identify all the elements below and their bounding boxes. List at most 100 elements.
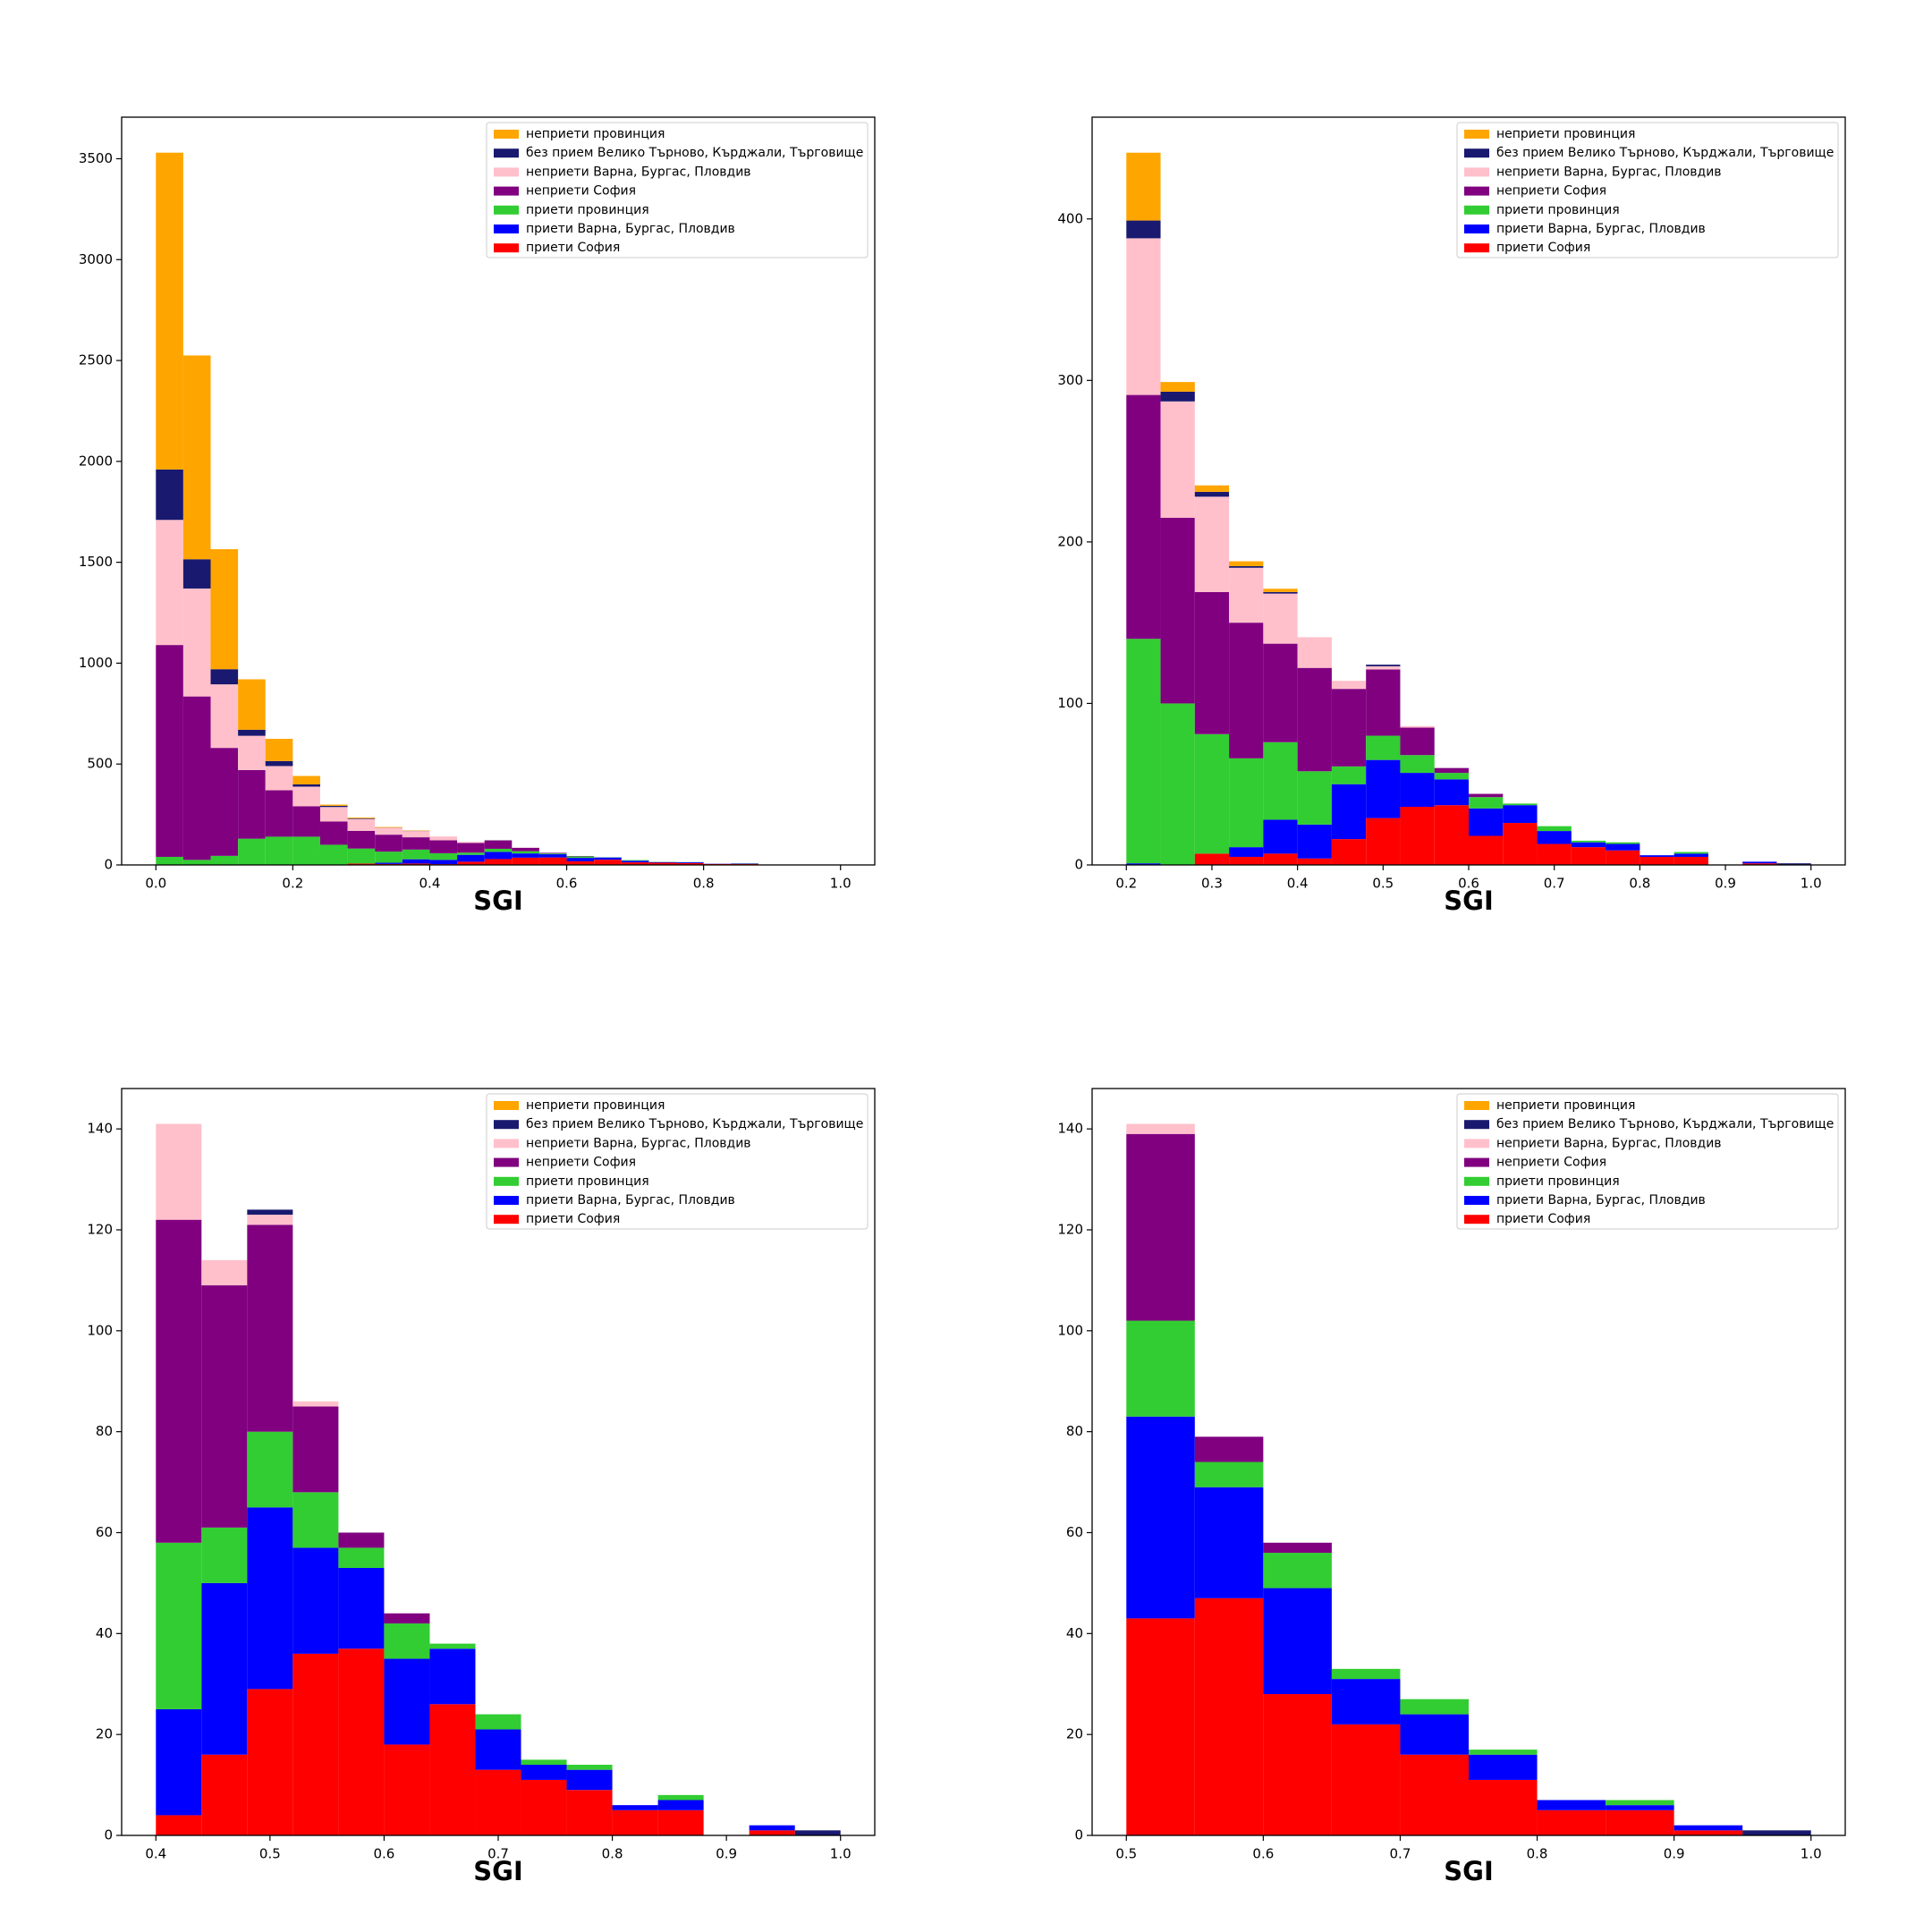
bar-segment <box>475 1714 521 1730</box>
x-tick-label: 0.4 <box>1287 876 1309 892</box>
bar-segment <box>156 1542 202 1709</box>
bar-segment <box>292 1653 339 1835</box>
x-tick-label: 1.0 <box>1801 876 1822 892</box>
bar-segment <box>1126 1416 1195 1619</box>
legend-label: неприети провинция <box>1496 1098 1635 1113</box>
bar-segment <box>1229 758 1264 848</box>
bar-segment <box>247 1507 293 1690</box>
x-tick-label: 0.6 <box>373 1846 394 1862</box>
bar-segment <box>1571 847 1606 865</box>
bar-segment <box>265 766 293 791</box>
legend-box <box>486 1093 869 1230</box>
bar-segment <box>1400 755 1435 774</box>
legend-swatch <box>494 1120 519 1130</box>
bar-segment <box>238 729 266 736</box>
legend-label: неприети провинция <box>526 127 665 141</box>
legend-swatch <box>1464 243 1489 253</box>
bar-segment <box>347 818 376 819</box>
bar-segment <box>1537 826 1572 832</box>
bar-segment <box>1434 779 1469 806</box>
x-tick-label: 0.2 <box>1115 876 1137 892</box>
bar-segment <box>429 1704 476 1835</box>
y-tick-label: 80 <box>1066 1423 1083 1439</box>
legend-swatch <box>494 130 519 139</box>
bar-segment <box>648 862 677 865</box>
bar-segment <box>156 856 183 865</box>
x-tick-label: 0.9 <box>1715 876 1736 892</box>
bar-segment <box>347 863 376 865</box>
bar-segment <box>182 696 211 860</box>
bar-segment <box>384 1744 430 1835</box>
legend-label: неприети Варна, Бургас, Пловдив <box>1496 165 1722 179</box>
legend-label: без прием Велико Търново, Кърджали, Търг… <box>526 146 863 160</box>
bar-segment <box>1537 1809 1606 1835</box>
bar-segment <box>156 1708 202 1816</box>
bar-segment <box>1194 1462 1264 1487</box>
bar-segment <box>1469 1779 1538 1835</box>
legend-label: без прием Велико Търново, Кърджали, Търг… <box>1496 1117 1834 1131</box>
bar-segment <box>1400 1699 1469 1715</box>
bar-segment <box>621 860 649 863</box>
bar-segment <box>338 1532 385 1548</box>
bar-segment <box>1229 847 1264 857</box>
legend-swatch <box>494 1101 519 1110</box>
legend-label: неприети Варна, Бургас, Пловдив <box>526 1136 751 1150</box>
bar-segment <box>1366 735 1401 760</box>
bar-segment <box>319 821 348 845</box>
x-tick-label: 0.8 <box>693 876 715 892</box>
y-tick-label: 3500 <box>79 150 113 166</box>
bar-segment <box>292 1547 339 1654</box>
bar-segment <box>1229 856 1264 865</box>
bar-segment <box>1126 639 1161 864</box>
bar-segment <box>1400 773 1435 807</box>
bar-segment <box>1674 1825 1743 1831</box>
legend-swatch <box>494 243 519 253</box>
bar-segment <box>292 784 320 787</box>
bar-segment <box>538 857 567 865</box>
bar-segment <box>1126 394 1161 640</box>
bar-segment <box>1331 689 1367 767</box>
bar-segment <box>247 1689 293 1835</box>
legend-swatch <box>494 148 519 158</box>
bar-segment <box>402 837 430 850</box>
y-tick-label: 2000 <box>79 453 113 469</box>
bar-segment <box>210 548 239 670</box>
legend-box <box>486 122 869 258</box>
bar-segment <box>621 860 649 861</box>
bar-segment <box>156 152 183 470</box>
bar-segment <box>1366 759 1401 818</box>
bar-segment <box>566 858 595 861</box>
bar-segment <box>475 1729 521 1770</box>
bar-segment <box>1640 856 1674 865</box>
x-tick-label: 0.7 <box>487 1846 509 1862</box>
x-tick-label: 0.9 <box>716 1846 737 1862</box>
x-tick-label: 1.0 <box>830 1846 852 1862</box>
bar-segment <box>402 863 430 865</box>
bar-segment <box>292 806 320 837</box>
bar-segment <box>1606 850 1640 865</box>
bar-segment <box>1126 238 1161 395</box>
bar-segment <box>1263 643 1298 742</box>
bar-segment <box>1331 784 1367 840</box>
bar-segment <box>156 520 183 646</box>
legend-swatch <box>1464 148 1489 158</box>
bar-segment <box>201 1285 248 1528</box>
bar-segment <box>429 1643 476 1649</box>
x-axis-label: SGI <box>473 886 522 916</box>
bar-segment <box>182 355 211 560</box>
legend-swatch <box>494 186 519 196</box>
legend-label: приети провинция <box>1496 1174 1620 1189</box>
bar-segment <box>1229 623 1264 758</box>
bar-segment <box>265 790 293 837</box>
bar-segment <box>1674 1830 1743 1835</box>
bar-segment <box>1263 591 1298 594</box>
bar-segment <box>1126 1320 1195 1417</box>
y-tick-label: 300 <box>1057 372 1083 388</box>
x-tick-label: 0.8 <box>1629 876 1650 892</box>
bar-segment <box>512 853 539 858</box>
bar-segment <box>247 1224 293 1432</box>
y-tick-label: 120 <box>1057 1221 1083 1237</box>
x-tick-label: 0.2 <box>282 876 303 892</box>
bar-segment <box>247 1209 293 1216</box>
bar-segment <box>484 852 513 860</box>
